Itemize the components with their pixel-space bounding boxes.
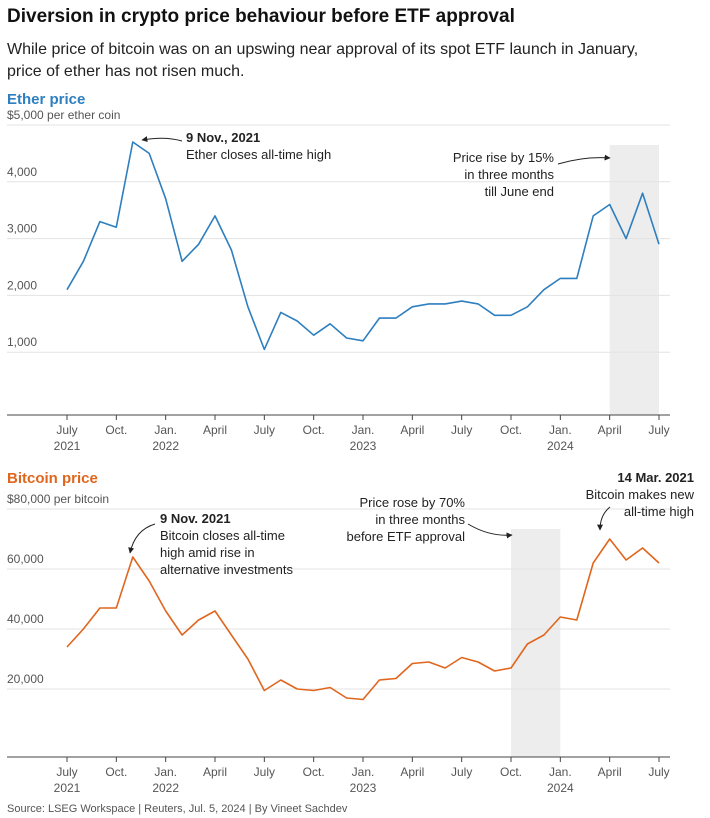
source: Source: LSEG Workspace | Reuters, Jul. 5… <box>7 803 348 815</box>
x-tick-label: April <box>400 765 424 779</box>
annotation-title: 9 Nov. 2021 <box>160 511 231 526</box>
annotation-text: high amid rise in <box>160 545 255 560</box>
annotation-text: all-time high <box>624 504 694 519</box>
x-tick-label: April <box>400 423 424 437</box>
y-tick-label: 20,000 <box>7 672 44 686</box>
x-tick-year: 2021 <box>54 781 81 795</box>
y-tick-label: 2,000 <box>7 278 37 292</box>
price-line <box>66 538 660 701</box>
x-tick-year: 2024 <box>547 781 574 795</box>
y-tick-label: 1,000 <box>7 335 37 349</box>
y-tick-label: $5,000 per ether coin <box>7 108 120 122</box>
x-tick-year: 2023 <box>350 439 377 453</box>
x-tick-year: 2022 <box>152 439 179 453</box>
x-tick-label: April <box>598 765 622 779</box>
annotation-text: Ether closes all-time high <box>186 147 331 162</box>
x-tick-label: July <box>254 423 275 437</box>
y-tick-label: 3,000 <box>7 222 37 236</box>
annotation-text: alternative investments <box>160 562 293 577</box>
x-tick-label: July <box>648 765 669 779</box>
x-tick-label: Jan. <box>154 765 177 779</box>
x-tick-label: July <box>648 423 669 437</box>
x-tick-label: July <box>451 765 472 779</box>
x-tick-year: 2021 <box>54 439 81 453</box>
x-tick-label: Oct. <box>105 423 127 437</box>
annotation-arrow <box>128 523 156 554</box>
subtitle: price of ether has not risen much. <box>7 63 244 80</box>
x-tick-year: 2023 <box>350 781 377 795</box>
annotation-text: in three months <box>375 512 465 527</box>
x-tick-label: July <box>254 765 275 779</box>
page-title: Diversion in crypto price behaviour befo… <box>7 6 515 27</box>
x-tick-label: Oct. <box>105 765 127 779</box>
x-tick-label: April <box>203 423 227 437</box>
y-tick-label: 4,000 <box>7 165 37 179</box>
annotation-arrow <box>557 154 611 165</box>
x-tick-label: Jan. <box>352 423 375 437</box>
highlight-band <box>609 145 659 415</box>
y-tick-label: $80,000 per bitcoin <box>7 492 109 506</box>
annotation-text: before ETF approval <box>346 529 465 544</box>
x-tick-label: July <box>451 423 472 437</box>
annotation-arrow <box>141 136 183 143</box>
x-tick-label: Oct. <box>500 765 522 779</box>
x-tick-label: Jan. <box>352 765 375 779</box>
annotation-text: Price rose by 70% <box>360 495 466 510</box>
annotation-arrow <box>467 523 513 539</box>
x-tick-label: April <box>598 423 622 437</box>
annotation-text: till June end <box>485 184 554 199</box>
x-tick-label: Jan. <box>154 423 177 437</box>
x-tick-year: 2024 <box>547 439 574 453</box>
annotation-text: Price rise by 15% <box>453 150 555 165</box>
annotation-text: in three months <box>464 167 554 182</box>
y-tick-label: 60,000 <box>7 552 44 566</box>
annotation-text: Bitcoin closes all-time <box>160 528 285 543</box>
x-tick-label: Jan. <box>549 765 572 779</box>
x-tick-label: Oct. <box>303 765 325 779</box>
price-line <box>66 141 660 351</box>
annotation-arrow <box>597 506 611 531</box>
x-tick-label: Jan. <box>549 423 572 437</box>
x-tick-label: July <box>56 765 77 779</box>
x-tick-label: April <box>203 765 227 779</box>
annotation-text: Bitcoin makes new <box>586 487 695 502</box>
chart-title: Ether price <box>7 91 85 108</box>
y-tick-label: 40,000 <box>7 612 44 626</box>
x-tick-label: July <box>56 423 77 437</box>
highlight-band <box>511 529 561 757</box>
annotation-title: 14 Mar. 2021 <box>617 470 694 485</box>
x-tick-label: Oct. <box>500 423 522 437</box>
x-tick-label: Oct. <box>303 423 325 437</box>
annotation-title: 9 Nov., 2021 <box>186 130 260 145</box>
subtitle: While price of bitcoin was on an upswing… <box>7 41 638 58</box>
x-tick-year: 2022 <box>152 781 179 795</box>
chart-title: Bitcoin price <box>7 470 98 487</box>
